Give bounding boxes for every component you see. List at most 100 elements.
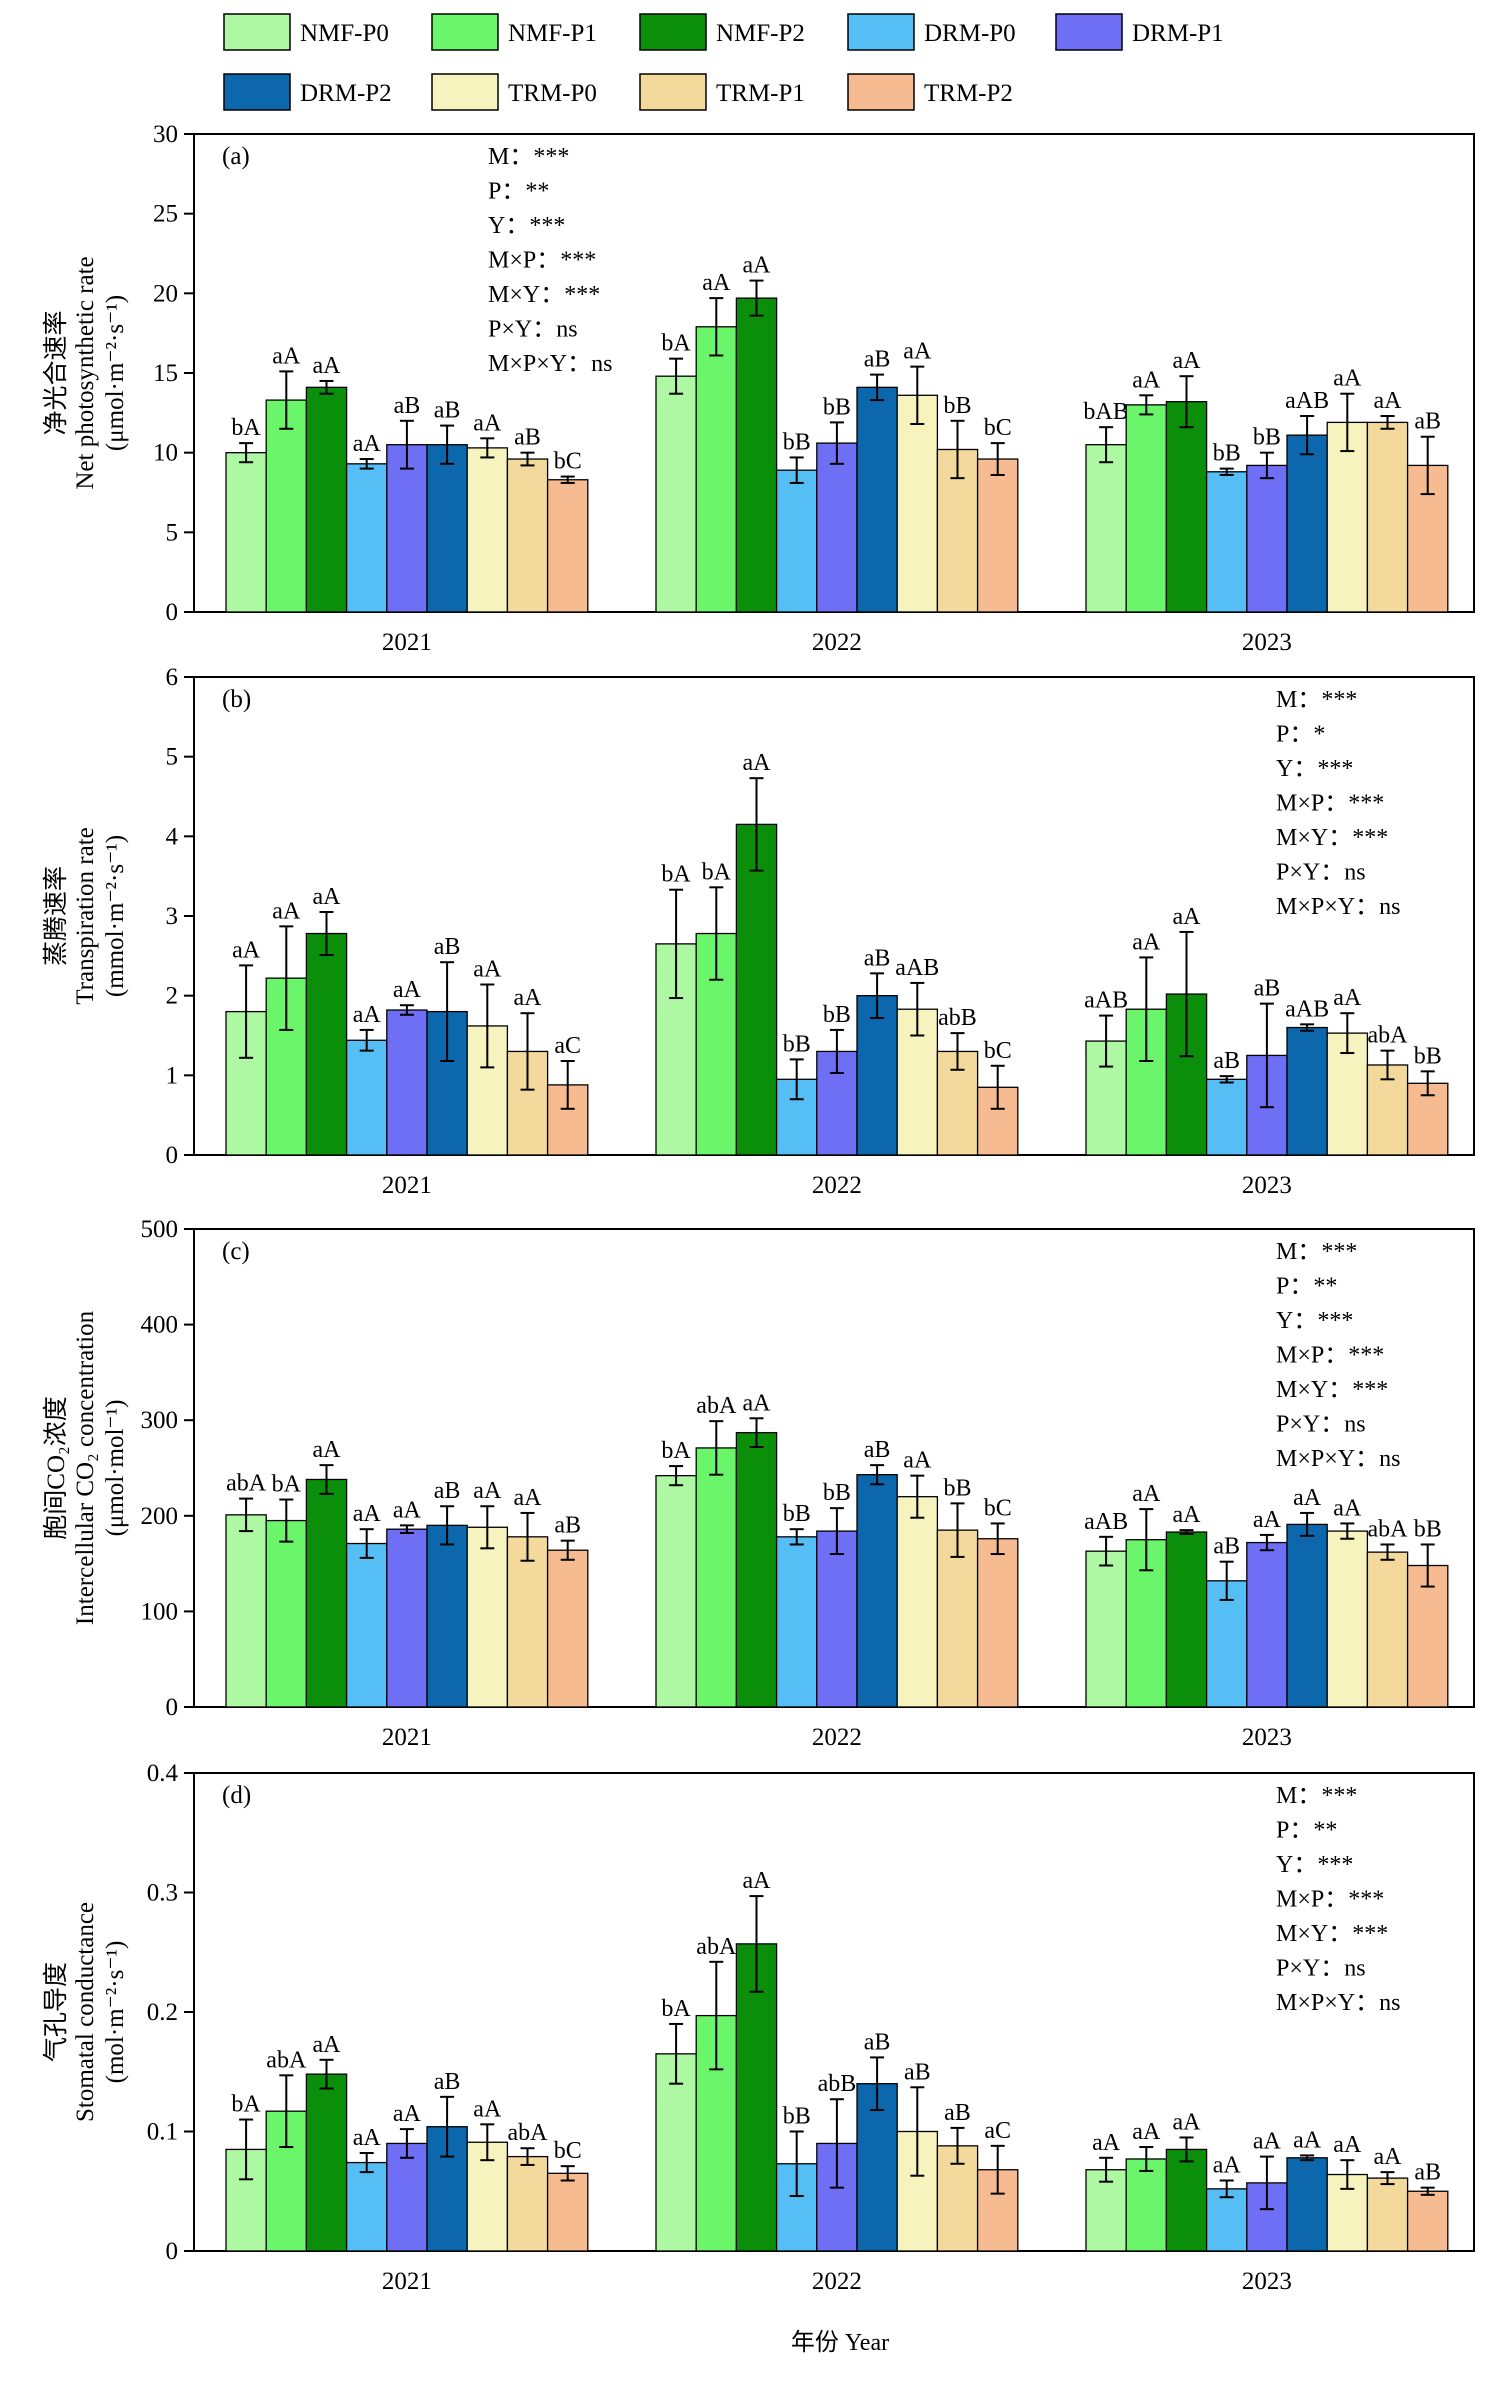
bar-group: aAB	[1285, 388, 1329, 613]
significance-label: bC	[554, 449, 582, 475]
y-tick-label: 100	[141, 1598, 179, 1625]
significance-label: aB	[904, 2059, 931, 2085]
bar	[1205, 1078, 1248, 1156]
bar-group: aB	[856, 2029, 898, 2252]
y-axis-title-cn: 胞间CO₂浓度	[42, 1396, 70, 1539]
bar-group: aA	[896, 339, 939, 613]
bar-group: aA	[1205, 2152, 1248, 2252]
significance-label: bA	[661, 862, 691, 888]
significance-label: aB	[944, 2100, 971, 2126]
y-tick-label: 0	[166, 1694, 179, 1721]
bar-group: bB	[775, 1501, 818, 1708]
x-tick-label: 2023	[1242, 1172, 1292, 1199]
significance-label: abA	[266, 2047, 307, 2073]
bar-group: aA	[1085, 2130, 1127, 2252]
significance-label: bB	[823, 394, 851, 420]
bar-group: aC	[976, 2118, 1019, 2252]
bar-group: aA	[345, 2125, 388, 2252]
stats-line: M×P：***	[1276, 1887, 1384, 1913]
panel-1: 0 5 10 15 20 25 30 2021 2022 2023 (a) 净光合速率 Net phot…	[42, 121, 1475, 656]
bar-group: aC	[546, 1033, 589, 1156]
y-tick-label: 200	[141, 1503, 179, 1530]
bar	[1406, 1564, 1449, 1708]
bar-group: aAB	[1285, 996, 1329, 1156]
bar-group: abA	[695, 1934, 738, 2252]
bar	[225, 452, 267, 613]
bar-group: aA	[345, 1501, 388, 1708]
significance-label: aA	[903, 339, 932, 365]
x-tick-label: 2022	[812, 1172, 862, 1199]
y-tick-label: 0	[166, 1142, 179, 1169]
significance-label: aB	[434, 398, 461, 424]
bar-group: aA	[735, 1868, 778, 2252]
bar-group: bA	[655, 1438, 697, 1708]
significance-label: bA	[231, 2092, 261, 2118]
significance-label: bB	[1414, 1516, 1442, 1542]
bar-group: aB	[936, 2100, 979, 2252]
bar-group: bB	[816, 394, 858, 613]
bar-group: aB	[1406, 2160, 1449, 2252]
y-axis-title-en: Stomatal conductance	[72, 1902, 99, 2122]
bar	[386, 1528, 428, 1708]
bar-group: aA	[1326, 1495, 1369, 1708]
panel-letter: (c)	[222, 1238, 250, 1265]
y-axis-title-cn: 净光合速率	[42, 310, 70, 435]
bar-group: aA	[466, 2096, 509, 2252]
x-tick-label: 2022	[812, 2268, 862, 2295]
significance-label: aA	[1293, 1485, 1322, 1511]
y-axis-title-en: Net photosynthetic rate	[72, 256, 99, 489]
bar-group: aA	[1125, 929, 1168, 1156]
bar-group: abB	[816, 2071, 858, 2252]
bar-group: aA	[695, 270, 738, 613]
significance-label: aA	[903, 1448, 932, 1474]
bar-group: aB	[546, 1513, 589, 1708]
bar	[225, 1514, 267, 1708]
significance-label: aA	[272, 343, 301, 369]
stats-line: M×Y：***	[488, 282, 600, 308]
bar-group: aB	[1406, 409, 1449, 613]
bar-group: bB	[1246, 425, 1288, 613]
significance-label: aA	[353, 1501, 382, 1527]
significance-label: aB	[434, 934, 461, 960]
bar-group: bC	[546, 2138, 589, 2252]
y-axis-title-unit: (mol·m⁻²·s⁻¹)	[102, 1941, 129, 2084]
legend-swatch	[639, 73, 707, 111]
bar	[695, 326, 738, 613]
significance-label: aB	[514, 425, 541, 451]
significance-label: aB	[434, 2069, 461, 2095]
bar	[856, 386, 898, 613]
significance-label: aA	[1092, 2130, 1121, 2156]
bar	[305, 1478, 348, 1708]
bar	[1326, 1530, 1369, 1708]
bar-group: bC	[546, 449, 589, 613]
bar-group: aA	[466, 957, 509, 1156]
significance-label: aA	[743, 1868, 772, 1894]
stats-line: M：***	[1276, 1783, 1357, 1809]
panel-letter: (b)	[222, 686, 251, 713]
significance-label: aB	[554, 1513, 581, 1539]
bar	[655, 375, 697, 613]
legend-label: DRM-P0	[924, 20, 1016, 47]
bar	[775, 1536, 818, 1708]
significance-label: bB	[783, 1501, 811, 1527]
bar	[1366, 2177, 1409, 2252]
bar	[1165, 2148, 1208, 2252]
stats-line: M×P：***	[1276, 1343, 1384, 1369]
bar-group: aA	[265, 343, 308, 613]
stats-line: M×Y：***	[1276, 1921, 1388, 1947]
legend-item-nmf-p0: NMF-P0	[223, 13, 389, 51]
x-tick-label: 2023	[1242, 2268, 1292, 2295]
stats-line: P：*	[1276, 722, 1325, 748]
significance-label: abA	[696, 1934, 737, 1960]
bar	[1246, 1541, 1288, 1708]
significance-label: aA	[473, 957, 502, 983]
legend-label: DRM-P1	[1132, 20, 1224, 47]
significance-label: aA	[313, 353, 342, 379]
significance-label: aAB	[1084, 1509, 1128, 1535]
bar-group: bB	[936, 1475, 979, 1708]
significance-label: aB	[1414, 2160, 1441, 2186]
bar-group: aA	[1125, 367, 1168, 613]
significance-label: bB	[1414, 1043, 1442, 1069]
x-tick-label: 2021	[382, 629, 432, 656]
